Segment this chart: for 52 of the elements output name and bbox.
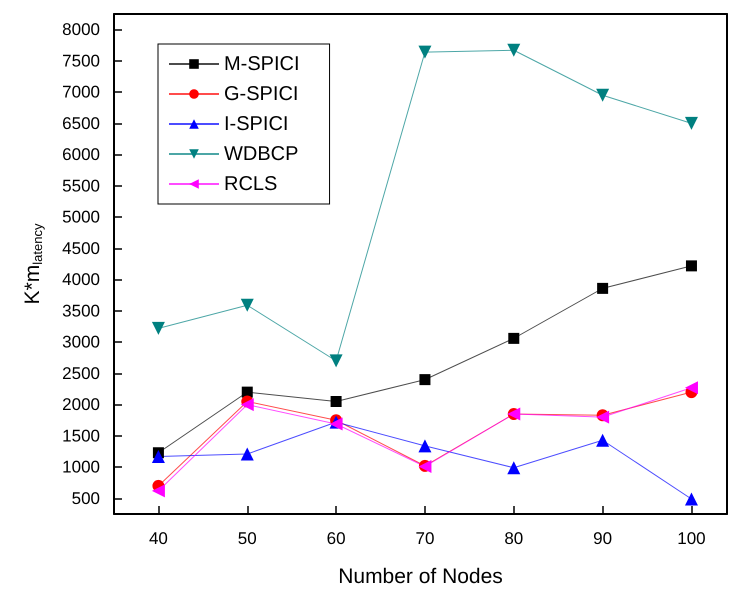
- point: [597, 282, 608, 294]
- point: [596, 88, 610, 102]
- y-tick-label: 7500: [62, 51, 100, 70]
- y-tick-label: 6000: [62, 145, 100, 164]
- legend-label: G-SPICI: [224, 83, 298, 105]
- point: [330, 396, 342, 407]
- y-tick-label: 2500: [62, 364, 100, 383]
- point: [240, 298, 254, 312]
- point: [684, 492, 698, 506]
- point: [684, 381, 698, 394]
- point: [596, 434, 610, 447]
- x-tick-label: 60: [326, 529, 346, 548]
- point: [240, 398, 254, 412]
- y-tick-label: 4000: [62, 270, 100, 290]
- point: [686, 260, 697, 272]
- point: [596, 410, 610, 424]
- x-tick-label: 80: [504, 529, 524, 548]
- point: [330, 354, 343, 368]
- legend-label: WDBCP: [224, 143, 298, 165]
- legend-label: M-SPICI: [224, 53, 300, 75]
- legend-label: I-SPICI: [224, 113, 288, 135]
- point: [507, 44, 520, 57]
- y-axis-title: K*mlatency: [21, 223, 45, 304]
- point: [240, 448, 254, 460]
- y-tick-label: 1000: [62, 458, 100, 477]
- legend-label: RCLS: [224, 173, 278, 195]
- y-tick-label: 7000: [62, 82, 100, 102]
- point: [418, 46, 432, 59]
- y-tick-label: 6500: [62, 114, 100, 133]
- x-axis-title: Number of Nodes: [338, 565, 503, 588]
- point: [152, 450, 165, 463]
- y-tick-label: 8000: [62, 20, 100, 40]
- point: [418, 439, 432, 452]
- x-tick-label: 40: [148, 529, 168, 548]
- point: [507, 461, 520, 474]
- x-tick-label: 70: [415, 529, 434, 548]
- y-tick-label: 4500: [62, 238, 100, 258]
- y-tick-label: 1500: [62, 426, 100, 446]
- point: [684, 116, 698, 130]
- y-tick-label: 2000: [62, 395, 100, 414]
- point: [419, 374, 430, 386]
- y-tick-label: 3500: [62, 301, 100, 320]
- point: [508, 332, 520, 344]
- x-tick-label: 50: [238, 529, 257, 548]
- point: [152, 484, 165, 498]
- x-tick-label: 90: [593, 529, 612, 548]
- y-tick-label: 5000: [62, 208, 100, 227]
- point: [152, 322, 165, 335]
- y-tick-label: 500: [72, 488, 100, 508]
- y-tick-label: 5500: [62, 176, 100, 196]
- y-tick-label: 3000: [62, 332, 100, 352]
- x-tick-label: 100: [677, 529, 706, 548]
